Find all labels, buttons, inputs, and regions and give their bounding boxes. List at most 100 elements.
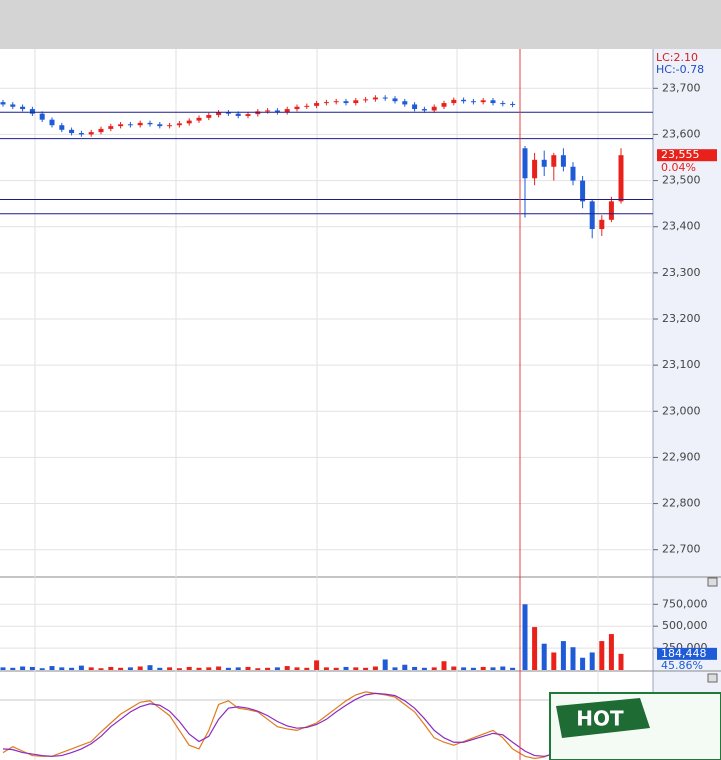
volume-bar [206, 667, 212, 670]
candle-body [39, 113, 45, 120]
volume-bar [20, 666, 26, 670]
volume-bar [500, 666, 506, 670]
candle-body [490, 100, 496, 104]
grid [34, 49, 599, 760]
volume-bar [589, 652, 595, 670]
labels: LC:2.10 HC:-0.78 22,700 22,800 22,900 23,00… [653, 51, 717, 672]
volume-bar [186, 666, 192, 670]
change-label: 0.04% [661, 161, 696, 174]
volume-bar [570, 647, 576, 670]
y-tick-label: 22,900 [662, 450, 701, 463]
last-price-box [657, 149, 717, 162]
candle-body [382, 97, 388, 99]
candle-body [431, 106, 437, 111]
volume-bar [10, 667, 16, 670]
candle-body [470, 101, 476, 103]
volume-bar [431, 667, 437, 670]
candle-body [314, 103, 320, 106]
candle-body [147, 122, 153, 125]
volume-bar [532, 627, 538, 670]
y-tick-label: 500,000 [662, 619, 708, 632]
volume-bar [59, 667, 65, 670]
volume-bar [294, 667, 300, 670]
candle-body [461, 99, 467, 102]
candle-body [372, 97, 378, 100]
y-tick-label: 23,400 [662, 220, 701, 233]
volume-bar [392, 667, 398, 670]
volume-bar [441, 661, 447, 670]
candle-body [402, 101, 408, 105]
volume-bar [541, 643, 547, 670]
y-tick-label: 23,600 [662, 127, 701, 140]
volume-bar [147, 665, 153, 670]
volume-bar [29, 666, 35, 670]
candle-body [451, 99, 457, 104]
candle-body [206, 115, 212, 118]
candle-body [216, 112, 222, 116]
panel-button[interactable] [707, 577, 718, 587]
volume-bar [382, 659, 388, 670]
volume-bar [618, 653, 624, 670]
candle-body [480, 100, 486, 103]
toolbar [0, 0, 721, 48]
candle-body [274, 110, 280, 113]
last-price: 23,555 [661, 148, 700, 161]
volume-bar [108, 666, 114, 670]
last-volume: 184,448 [661, 647, 707, 660]
volume-bar [39, 668, 45, 670]
marks [0, 87, 653, 760]
candle-body [421, 109, 427, 111]
volume-bar [69, 667, 75, 670]
volume-bar [490, 667, 496, 670]
volume-bar [510, 667, 516, 670]
candle-body [49, 119, 55, 126]
oscillator-line [2, 691, 622, 760]
candle-body [29, 109, 35, 114]
candle-body [541, 159, 547, 167]
candle-body [69, 129, 75, 134]
volume-bar [88, 667, 94, 670]
oscillator-line [2, 692, 622, 757]
banner[interactable]: HOT [549, 692, 721, 760]
candle-body [608, 201, 614, 220]
candle-body [196, 117, 202, 121]
volume-bar [314, 660, 320, 670]
volume-bar [196, 667, 202, 670]
y-tick-label: 23,500 [662, 174, 701, 187]
volume-bar [304, 667, 310, 670]
candle-body [580, 180, 586, 202]
volume-bar [98, 668, 104, 670]
volume-bar [323, 667, 329, 670]
y-tick-label: 22,800 [662, 497, 701, 510]
candle-body [599, 219, 605, 230]
y-tick-label: 22,700 [662, 543, 701, 556]
volume-bar [127, 667, 133, 670]
volume-bar [0, 667, 6, 670]
volume-bar [599, 641, 605, 670]
candle-body [108, 126, 114, 129]
candle-body [10, 104, 16, 107]
volume-bar [333, 667, 339, 670]
volume-bar [284, 666, 290, 670]
y-tick-label: 750,000 [662, 597, 708, 610]
candle-body [20, 106, 26, 110]
candle-body [304, 105, 310, 107]
candle-body [0, 102, 6, 105]
volume-bar [353, 667, 359, 670]
volume-bar [470, 667, 476, 670]
volume-bar [461, 667, 467, 670]
volume-bar [560, 641, 566, 670]
ratio-label: 45.86% [661, 659, 703, 672]
candle-body [500, 103, 506, 105]
hc-label: HC:-0.78 [656, 63, 704, 76]
y-tick-label: 23,000 [662, 404, 701, 417]
volume-bar [235, 667, 241, 670]
panel-button[interactable] [707, 673, 718, 683]
volume-bar [118, 667, 124, 670]
candle-body [618, 155, 624, 202]
y-tick-label: 23,200 [662, 312, 701, 325]
candle-body [589, 201, 595, 230]
y-tick-label: 23,100 [662, 358, 701, 371]
volume-bar [451, 666, 457, 670]
volume-bar [551, 652, 557, 670]
